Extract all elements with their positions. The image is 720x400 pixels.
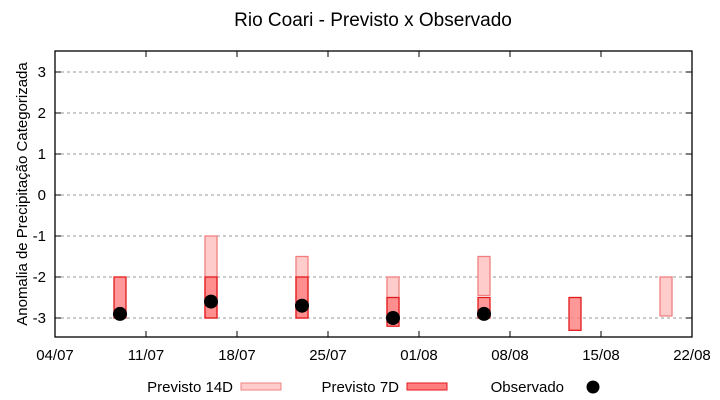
x-tick-label: 11/07	[128, 347, 164, 364]
legend-marker-observado	[586, 380, 600, 394]
legend-label-7d: Previsto 7D	[321, 379, 399, 396]
chart-title: Rio Coari - Previsto x Observado	[234, 10, 512, 31]
point-observado	[204, 294, 218, 309]
point-observado	[113, 306, 127, 321]
y-tick-label: -2	[33, 269, 46, 286]
y-tick-label: -1	[33, 228, 46, 245]
bar-previsto-14d	[477, 255, 491, 297]
y-axis-labels: 3 2 1 0 -1 -2 -3	[33, 64, 46, 327]
y-tick-label: 0	[38, 187, 46, 204]
x-tick-label: 01/08	[400, 347, 438, 364]
legend-swatch-7d	[406, 382, 448, 391]
y-tick-label: -3	[33, 310, 46, 327]
bar-previsto-14d	[659, 276, 673, 317]
previsto-7d-bars	[113, 276, 582, 331]
y-tick-label: 3	[38, 64, 46, 81]
legend-label-14d: Previsto 14D	[147, 379, 233, 396]
plot-frame	[54, 50, 693, 338]
previsto-14d-bars	[204, 235, 673, 323]
point-observado	[386, 311, 400, 325]
legend-swatch-14d	[240, 382, 282, 391]
legend-label-observado: Observado	[491, 379, 564, 396]
bar-previsto-7d	[568, 296, 582, 331]
y-tick-label: 1	[38, 146, 46, 163]
grid-lines	[55, 71, 692, 319]
x-tick-label: 25/07	[309, 347, 347, 364]
x-tick-label: 18/07	[218, 347, 256, 364]
x-tick-label: 04/07	[36, 347, 74, 364]
point-observado	[295, 298, 309, 313]
y-axis-title: Anomalia de Precipitação Categorizada	[14, 62, 31, 326]
axis-ticks	[55, 51, 692, 337]
x-tick-label: 22/08	[673, 347, 711, 364]
y-tick-label: 2	[38, 105, 46, 122]
legend: Previsto 14D Previsto 7D Observado	[147, 379, 600, 396]
x-axis-labels: 04/07 11/07 18/07 25/07 01/08 08/08 15/08 22/08	[36, 347, 711, 364]
x-tick-label: 08/08	[491, 347, 529, 364]
observado-points	[113, 294, 491, 325]
point-observado	[477, 306, 491, 321]
x-tick-label: 15/08	[582, 347, 620, 364]
